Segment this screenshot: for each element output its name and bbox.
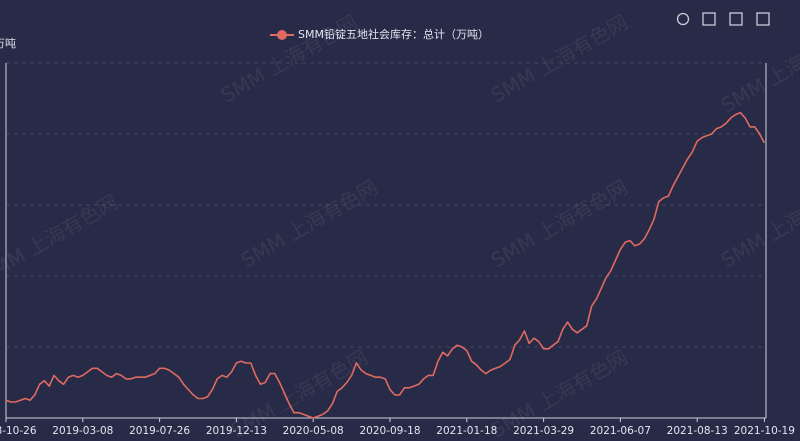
legend-label: SMM铅锭五地社会库存：总计（万吨） <box>298 27 489 41</box>
series-line <box>5 111 766 419</box>
y-axis-label: 万吨 <box>0 37 16 50</box>
x-tick-label: 2018-10-26 <box>0 425 37 437</box>
x-tick-label: 2019-03-08 <box>52 425 113 437</box>
image-icon[interactable] <box>729 12 743 26</box>
x-tick-label: 2019-07-26 <box>129 425 190 437</box>
x-tick-label: 2021-06-07 <box>590 425 651 437</box>
legend-marker <box>277 30 287 40</box>
fullscreen-icon[interactable] <box>756 12 770 26</box>
x-tick-label: 2021-03-29 <box>513 425 574 437</box>
x-tick-label: 2019-12-13 <box>206 425 267 437</box>
x-tick-label: 2020-09-18 <box>359 425 420 437</box>
palette-icon[interactable] <box>676 12 690 26</box>
x-tick-label: 2020-05-08 <box>283 425 344 437</box>
x-tick-label: 2021-08-13 <box>667 425 728 437</box>
toolbox[interactable] <box>676 12 770 26</box>
x-tick-label: 2021-01-18 <box>436 425 497 437</box>
layout-icon[interactable] <box>702 12 716 26</box>
x-tick-label: 2021-10-19 <box>734 425 795 437</box>
